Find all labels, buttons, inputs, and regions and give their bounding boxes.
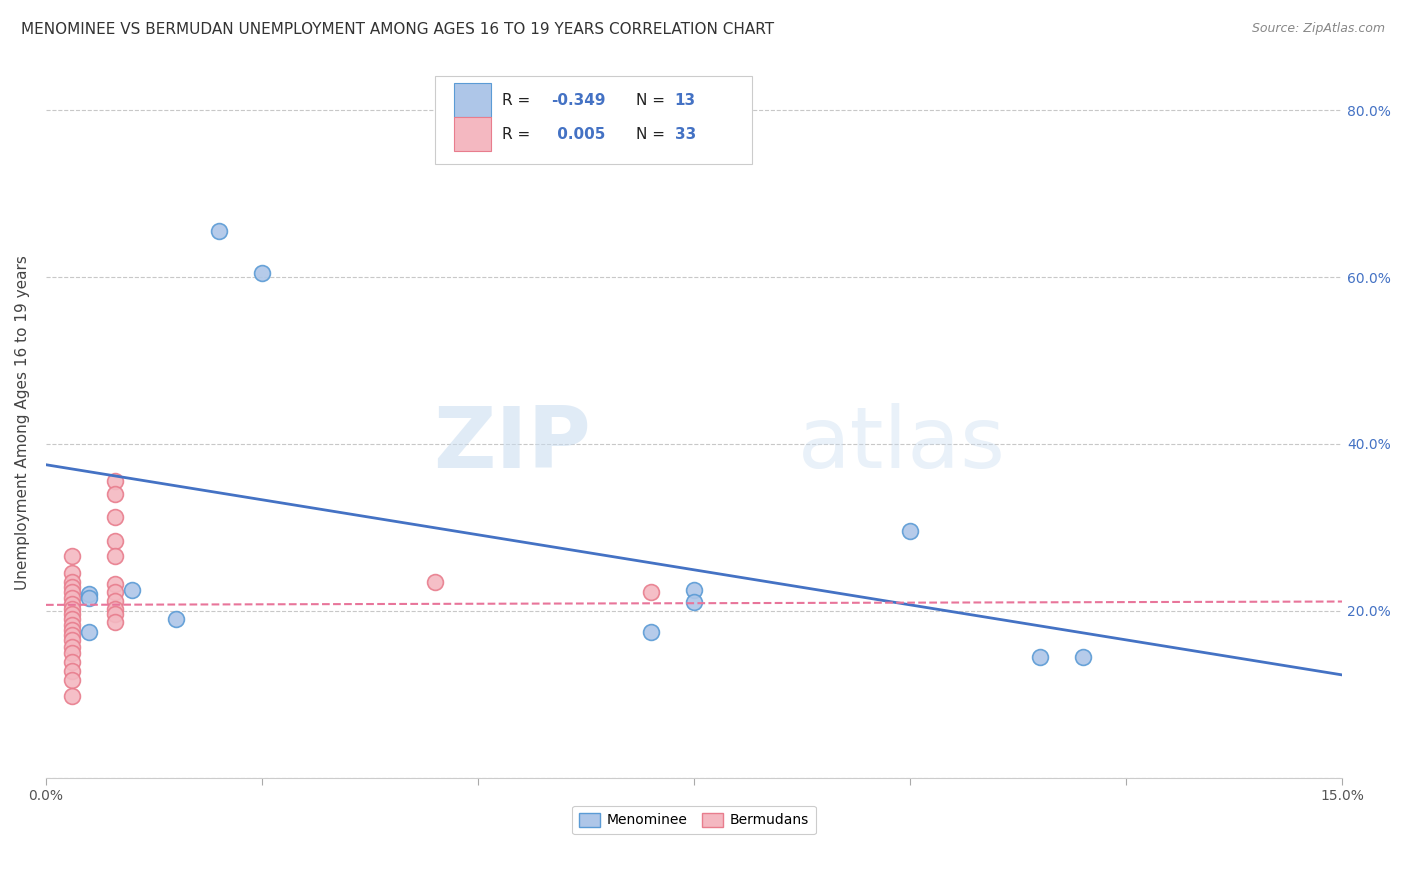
Point (104, 487, 127, 501)
Point (60, 689, 83, 703)
Point (60, 597, 83, 611)
Text: -0.349: -0.349 (551, 93, 606, 108)
Bar (454, 118, 491, 152)
Point (60, 655, 83, 669)
Text: 0.005: 0.005 (551, 127, 605, 142)
Point (121, 582, 143, 597)
Text: R =: R = (502, 93, 536, 108)
Text: 33: 33 (675, 127, 696, 142)
Point (60, 646, 83, 660)
Text: R =: R = (502, 127, 536, 142)
Text: 13: 13 (675, 93, 696, 108)
Point (77, 587, 100, 601)
Point (165, 612, 187, 626)
Point (250, 266, 273, 280)
Point (683, 595, 706, 609)
Point (640, 624, 662, 639)
Point (898, 524, 921, 539)
Point (60, 602, 83, 616)
Text: N =: N = (636, 93, 669, 108)
Text: atlas: atlas (797, 403, 1005, 486)
Point (77, 624, 100, 639)
Point (104, 577, 127, 591)
Legend: Menominee, Bermudans: Menominee, Bermudans (572, 805, 815, 834)
Point (60, 585, 83, 599)
Point (104, 549, 127, 564)
Point (60, 664, 83, 678)
Y-axis label: Unemployment Among Ages 16 to 19 years: Unemployment Among Ages 16 to 19 years (15, 256, 30, 591)
Point (104, 607, 127, 621)
Text: ZIP: ZIP (433, 403, 591, 486)
Point (60, 623, 83, 637)
Point (104, 475, 127, 489)
Point (104, 602, 127, 616)
Point (683, 582, 706, 597)
Point (60, 632, 83, 647)
Point (60, 549, 83, 564)
Point (60, 566, 83, 581)
Point (60, 618, 83, 632)
Point (104, 510, 127, 524)
Point (423, 574, 446, 589)
Text: N =: N = (636, 127, 669, 142)
Point (60, 612, 83, 626)
Point (60, 628, 83, 642)
Point (60, 673, 83, 687)
Point (104, 585, 127, 599)
Point (104, 534, 127, 549)
Text: Source: ZipAtlas.com: Source: ZipAtlas.com (1251, 22, 1385, 36)
Point (1071, 649, 1094, 664)
FancyBboxPatch shape (434, 76, 752, 164)
Point (640, 585, 662, 599)
Point (1029, 649, 1052, 664)
Point (60, 640, 83, 655)
Point (60, 591, 83, 606)
Text: MENOMINEE VS BERMUDAN UNEMPLOYMENT AMONG AGES 16 TO 19 YEARS CORRELATION CHART: MENOMINEE VS BERMUDAN UNEMPLOYMENT AMONG… (21, 22, 775, 37)
Point (77, 591, 100, 606)
Point (208, 224, 231, 238)
Point (104, 593, 127, 607)
Point (60, 607, 83, 621)
Point (104, 615, 127, 630)
Bar (454, 84, 491, 118)
Point (60, 580, 83, 594)
Point (60, 574, 83, 589)
